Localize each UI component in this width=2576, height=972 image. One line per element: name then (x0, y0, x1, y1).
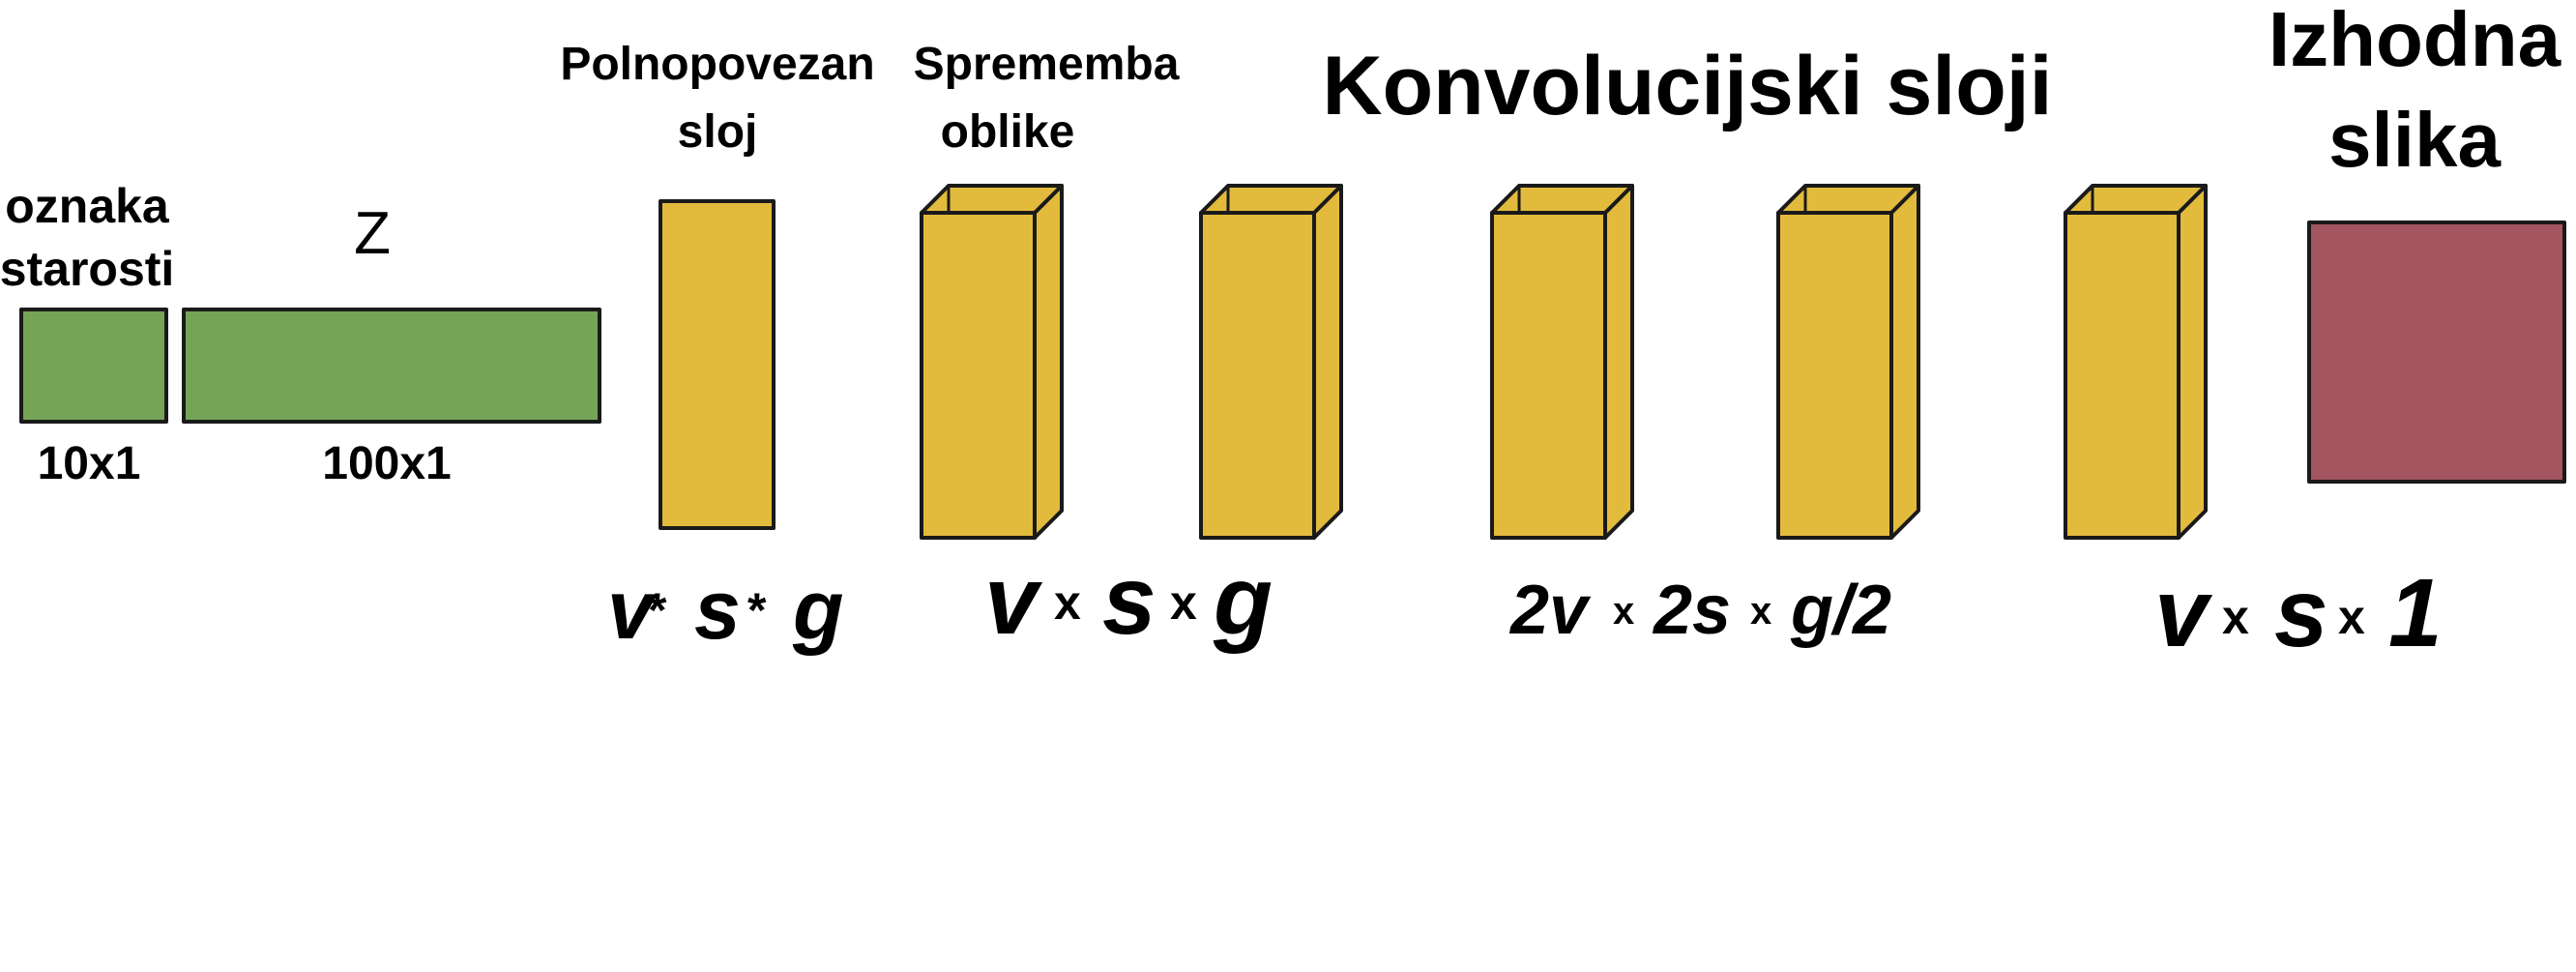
conv-dim-c: g/2 (1790, 572, 1891, 649)
prism-front-face (1199, 211, 1316, 540)
prism-side-face (1889, 184, 1920, 540)
conv-dimensions: 2v x 2s x g/2 (1508, 572, 1891, 649)
output-image (2307, 221, 2566, 484)
z-vector-size: 100x1 (322, 438, 451, 489)
prism-side-face (2177, 184, 2208, 540)
output-title-line1: Izhodna (2269, 0, 2561, 82)
conv-layer-prism-1 (1199, 184, 1343, 540)
prism-side-face (1033, 184, 1064, 540)
conv-dim-a: 2v (1508, 572, 1592, 649)
fc-dim-op2: * (747, 583, 767, 637)
prism-front-face (1490, 211, 1607, 540)
prism-top-face (1776, 184, 1920, 215)
conv-layer-prism-final (2064, 184, 2208, 540)
conv-dim-op1: x (1613, 590, 1634, 633)
age-label-size: 10x1 (38, 438, 141, 489)
final-layer-dimensions: v x s x 1 (2154, 559, 2443, 667)
prism-front-face (1776, 211, 1893, 540)
reshape-tensor-prism (920, 184, 1064, 540)
reshape-dim-v: v (984, 546, 1043, 655)
prism-top-face (1490, 184, 1634, 215)
prism-front-face (920, 211, 1037, 540)
prism-side-face (1603, 184, 1634, 540)
fully-connected-layer (659, 199, 776, 530)
conv-dim-op2: x (1750, 590, 1771, 633)
age-label-title-line1: oznaka (5, 179, 170, 233)
reshape-dimensions: v x s x g (984, 546, 1273, 655)
reshape-dim-op1: x (1054, 575, 1081, 630)
conv-layer-prism-2 (1490, 184, 1634, 540)
age-label-title-line2: starosti (0, 242, 174, 296)
fc-dim-v: v (607, 564, 658, 657)
fully-connected-title-line1: Polnopovezan (560, 39, 874, 90)
reshape-dim-s: s (1102, 546, 1156, 655)
prism-top-face (920, 184, 1064, 215)
age-label-vector (19, 308, 168, 424)
fully-connected-dimensions: v * s * g (607, 564, 844, 657)
prism-top-face (1199, 184, 1343, 215)
fully-connected-title-line2: sloj (678, 106, 758, 158)
final-dim-s: s (2274, 559, 2328, 667)
final-dim-op1: x (2222, 590, 2249, 644)
fc-dim-g: g (792, 564, 844, 657)
prism-front-face (2064, 211, 2181, 540)
reshape-dim-op2: x (1170, 575, 1197, 630)
final-dim-op2: x (2338, 590, 2365, 644)
final-dim-c: 1 (2388, 559, 2443, 667)
z-vector-title: Z (354, 200, 391, 267)
prism-side-face (1312, 184, 1343, 540)
final-dim-v: v (2154, 559, 2213, 667)
fc-dim-op1: * (648, 583, 667, 637)
reshape-title-line1: Sprememba (914, 39, 1180, 90)
conv-dim-b: 2s (1652, 572, 1731, 649)
conv-layers-title: Konvolucijski sloji (1322, 40, 2052, 133)
fc-dim-s: s (694, 564, 741, 657)
conv-layer-prism-3 (1776, 184, 1920, 540)
output-title-line2: slika (2328, 97, 2501, 183)
reshape-dim-g: g (1213, 546, 1273, 655)
reshape-title-line2: oblike (941, 106, 1075, 158)
z-noise-vector (182, 308, 601, 424)
prism-top-face (2064, 184, 2208, 215)
